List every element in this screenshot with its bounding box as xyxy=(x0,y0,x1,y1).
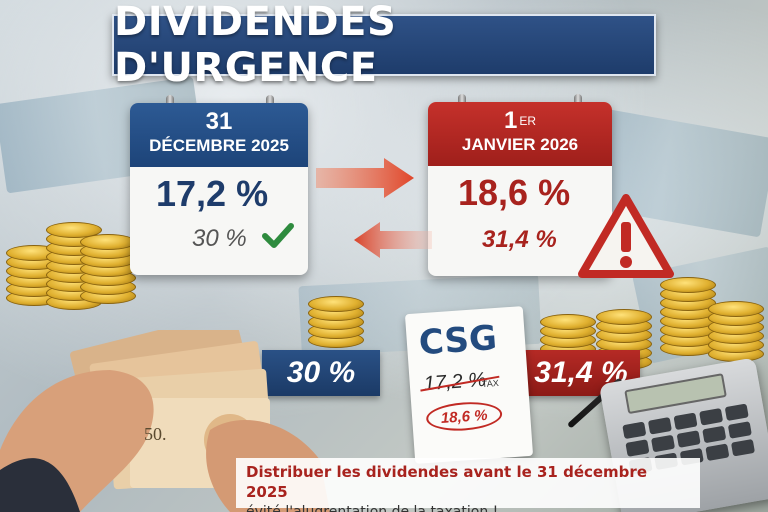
coin-stack-right xyxy=(540,250,768,370)
checkmark-icon xyxy=(262,223,294,248)
calendar-day: 1 ER xyxy=(428,102,612,134)
calendar-month: JANVIER 2026 xyxy=(461,135,579,154)
badge-rate-blue: 30 % xyxy=(262,350,380,396)
title-banner: DIVIDENDES D'URGENCE xyxy=(112,0,656,91)
coin xyxy=(308,296,364,312)
coin xyxy=(540,314,596,330)
calendar-december: 31 DÉCEMBRE 2025 17,2 % 30 % xyxy=(130,95,308,275)
coin xyxy=(660,277,716,293)
caption-subline: évité l'alugrentation de la taxation ! xyxy=(246,504,499,512)
calendar-header: 1 ER JANVIER 2026 xyxy=(428,102,612,166)
calendar-january: 1 ER JANVIER 2026 18,6 % 31,4 % xyxy=(428,94,612,276)
csg-new-rate: 18,6 % xyxy=(425,399,504,434)
coin-stack-center xyxy=(300,280,380,350)
csg-tax-label: TAX xyxy=(481,377,500,390)
calendar-day-number: 1 xyxy=(503,107,518,134)
coin xyxy=(80,234,136,250)
csg-title: CSG xyxy=(417,317,499,364)
banknote-label: 50. xyxy=(144,424,167,444)
calculator-screen xyxy=(624,373,727,415)
csg-document: CSG 17,2 % TAX 18,6 % xyxy=(404,306,534,464)
coin xyxy=(46,222,102,238)
arrow-left-icon xyxy=(354,222,432,258)
calendar-month: DÉCEMBRE 2025 xyxy=(149,136,289,155)
calendar-day: 31 xyxy=(205,108,233,135)
page-title: DIVIDENDES D'URGENCE xyxy=(114,0,397,91)
caption-headline: Distribuer les dividendes avant le 31 dé… xyxy=(246,463,647,501)
rate-main-december: 17,2 % xyxy=(156,173,269,214)
arrow-right-icon xyxy=(316,158,414,198)
rate-main-january: 18,6 % xyxy=(458,172,571,213)
coin xyxy=(596,309,652,325)
coin xyxy=(708,301,764,317)
rate-secondary-december: 30 % xyxy=(192,225,247,252)
rate-secondary-january: 31,4 % xyxy=(482,226,557,253)
calendar-day-suffix: ER xyxy=(519,114,537,128)
caption-box: Distribuer les dividendes avant le 31 dé… xyxy=(236,458,700,512)
calendar-header: 31 DÉCEMBRE 2025 xyxy=(130,103,308,167)
warning-icon xyxy=(578,194,674,278)
coin-stack-left xyxy=(6,160,136,310)
